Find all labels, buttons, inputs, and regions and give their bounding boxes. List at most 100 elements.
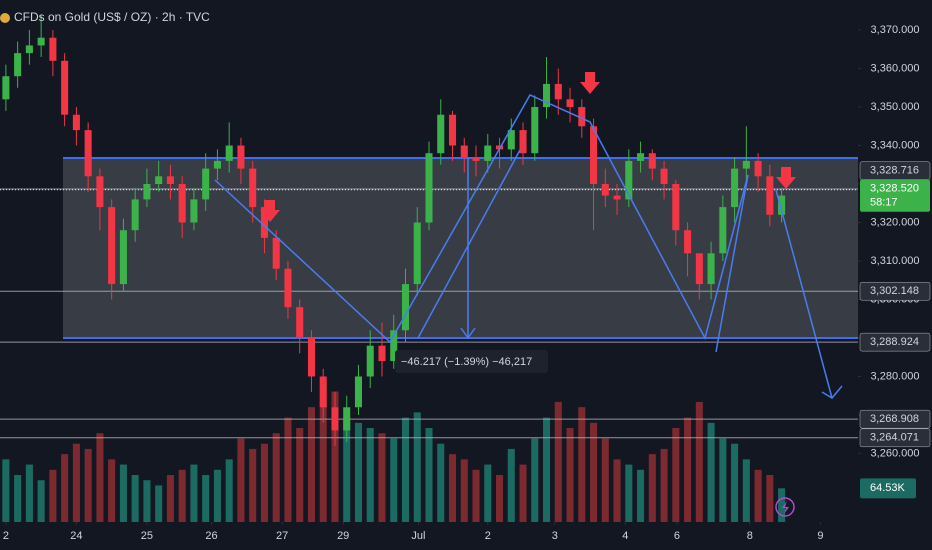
- candle-body: [296, 307, 304, 338]
- volume-bar: [319, 401, 327, 522]
- down-arrow: [776, 167, 796, 189]
- candle-body: [472, 157, 480, 161]
- y-tick-label: 3,370.000: [871, 24, 920, 36]
- level-tag-label: 3,288.924: [870, 336, 919, 348]
- volume-bar: [202, 475, 210, 522]
- candle-body: [213, 160, 221, 169]
- candle-body: [237, 145, 245, 169]
- candle-body: [578, 107, 586, 127]
- arrow-head: [821, 385, 843, 399]
- level-tag-label: 3,302.148: [870, 285, 919, 297]
- level-tag: [859, 428, 931, 448]
- candle-body: [766, 176, 774, 215]
- volume-bar: [401, 417, 410, 522]
- down-arrow: [580, 72, 600, 94]
- candle-body: [354, 376, 363, 408]
- volume-bar: [460, 459, 468, 522]
- volume-bar: [695, 401, 703, 522]
- volume-bar: [131, 475, 139, 522]
- candle-body: [672, 184, 680, 231]
- candle-body: [96, 176, 104, 208]
- countdown: 58:17: [870, 197, 898, 209]
- x-tick-label: 2: [485, 530, 491, 542]
- measure-label: −46.217 (−1.39%) −46,217: [401, 356, 532, 368]
- candle-body: [37, 37, 45, 46]
- trend-line: [715, 174, 749, 353]
- level-tag-label: 3,328.716: [870, 165, 919, 177]
- volume-bar: [519, 464, 527, 522]
- volume-bar: [684, 417, 692, 522]
- level-tag-label: 3,264.071: [870, 432, 919, 444]
- candle-body: [448, 114, 457, 146]
- volume-bar: [2, 459, 10, 522]
- candle-body: [119, 230, 127, 285]
- candle-body: [742, 160, 750, 169]
- candle-body: [625, 160, 633, 200]
- volume-bar: [566, 428, 574, 522]
- alert-icon[interactable]: [775, 497, 795, 517]
- symbol-icon: [0, 13, 10, 23]
- volume-bar: [49, 469, 57, 522]
- zigzag: [214, 94, 749, 344]
- x-tick-label: Jul: [411, 530, 425, 542]
- candle-body: [531, 107, 539, 154]
- candle-body: [684, 230, 692, 254]
- volume-bar: [543, 417, 551, 522]
- volume-bar: [601, 438, 609, 522]
- candle-body: [84, 130, 92, 177]
- candle-body: [637, 153, 645, 161]
- price-tag-label: 3,328.520: [870, 183, 919, 195]
- candle-body: [425, 153, 433, 223]
- candle-body: [143, 184, 151, 200]
- candle-body: [131, 199, 139, 231]
- y-tick-label: 3,280.000: [871, 370, 920, 382]
- volume-tag-label: 64.53K: [870, 482, 906, 494]
- volume-bar: [472, 469, 480, 522]
- x-tick-label: 26: [205, 530, 217, 542]
- candle-body: [14, 53, 22, 77]
- candle-body: [566, 99, 574, 108]
- arrows: [260, 72, 796, 222]
- candle-body: [225, 145, 233, 161]
- measure-box: [395, 350, 548, 373]
- candle-body: [519, 130, 527, 154]
- candle-body: [178, 184, 186, 223]
- volume-bar: [166, 475, 174, 522]
- candle-body: [507, 130, 515, 150]
- volume-bar: [178, 469, 186, 522]
- price-tag: [860, 179, 930, 212]
- volume-bar: [96, 433, 104, 522]
- volume-bar: [296, 428, 304, 522]
- volume-bar: [707, 422, 715, 522]
- volume-bar: [119, 464, 127, 522]
- candle-body: [437, 114, 445, 154]
- candle-body: [401, 284, 410, 331]
- candle-body: [554, 83, 562, 100]
- candle-body: [249, 168, 257, 208]
- y-tick-label: 3,350.000: [871, 101, 920, 113]
- volume-bar: [190, 464, 198, 522]
- volume-bar: [554, 401, 562, 522]
- x-tick-label: 4: [622, 530, 628, 542]
- candle-body: [343, 407, 351, 431]
- arrow-head: [460, 327, 476, 340]
- candle-body: [695, 253, 703, 285]
- candle-body: [613, 195, 621, 200]
- volume-bar: [637, 469, 645, 522]
- y-tick-label: 3,340.000: [871, 139, 920, 151]
- candle-body: [460, 145, 468, 158]
- volume-bar: [731, 443, 739, 522]
- volume-bar: [672, 428, 680, 522]
- volume-bar: [14, 475, 22, 522]
- volume-bar: [25, 464, 33, 522]
- candle-body: [155, 176, 163, 185]
- bolt: [782, 501, 789, 514]
- level-tag: [859, 281, 931, 301]
- volume-bar: [413, 412, 421, 522]
- y-tick-label: 3,320.000: [871, 216, 920, 228]
- drawings: [214, 94, 843, 399]
- volume-bar: [155, 485, 163, 522]
- candle-body: [260, 207, 268, 238]
- volume-bar: [625, 464, 633, 522]
- candle-body: [72, 114, 80, 131]
